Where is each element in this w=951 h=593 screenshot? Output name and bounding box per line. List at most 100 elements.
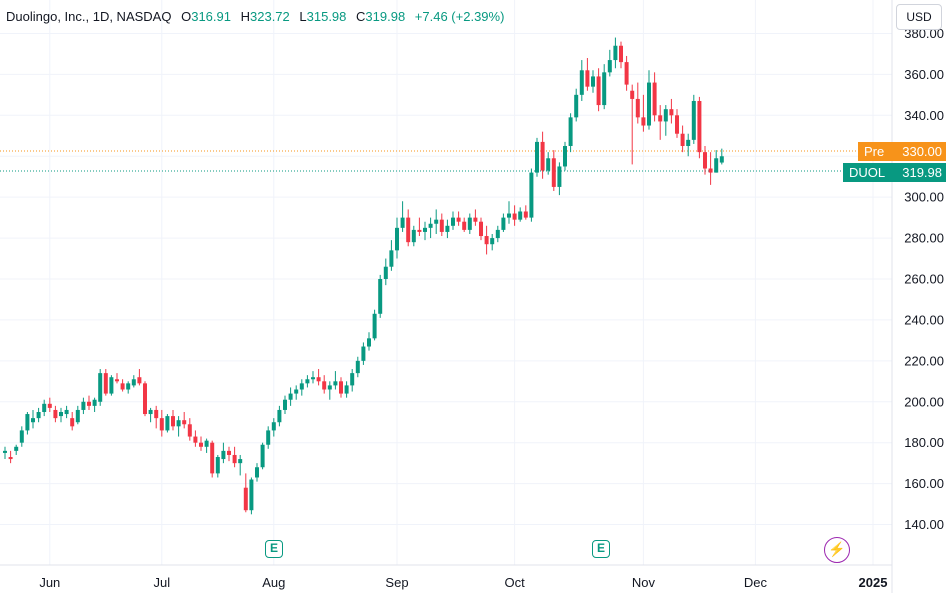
- candle-body: [109, 377, 114, 394]
- candle-body: [255, 467, 259, 478]
- candle-body: [131, 379, 136, 386]
- candle-body: [210, 442, 215, 474]
- candle-body: [546, 158, 551, 171]
- open-label: O: [181, 9, 192, 24]
- earnings-icon[interactable]: E: [592, 540, 610, 558]
- candle-body: [165, 416, 170, 431]
- candle-body: [669, 109, 674, 116]
- candle-body: [193, 436, 198, 443]
- candle-body: [652, 82, 657, 116]
- currency-button[interactable]: USD: [896, 4, 942, 30]
- price-tick-label: 200.00: [904, 394, 944, 409]
- price-tick-label: 240.00: [904, 312, 944, 327]
- candle-body: [529, 172, 534, 218]
- candle-body: [327, 385, 332, 390]
- candle-body: [171, 416, 175, 427]
- candle-body: [451, 217, 455, 226]
- candle-body: [92, 399, 97, 406]
- candle-body: [423, 227, 427, 232]
- candle-body: [260, 444, 265, 468]
- candle-body: [372, 313, 377, 339]
- change-value: +7.46 (+2.39%): [414, 9, 505, 24]
- price-tick-label: 140.00: [904, 517, 944, 532]
- candle-body: [59, 412, 63, 417]
- price-tick-label: 300.00: [904, 190, 944, 205]
- candle-body: [383, 266, 388, 279]
- candle-body: [120, 383, 125, 390]
- candle-body: [98, 373, 103, 402]
- time-tick-label: Nov: [632, 575, 656, 590]
- candle-body: [428, 223, 433, 228]
- candle-body: [8, 457, 13, 460]
- low-value: 315.98: [306, 9, 347, 24]
- candle-body: [221, 450, 226, 460]
- candle-body: [691, 100, 696, 140]
- candle-body: [283, 399, 287, 410]
- candle-body: [568, 117, 573, 146]
- earnings-icon[interactable]: E: [265, 540, 283, 558]
- high-value: 323.72: [250, 9, 290, 24]
- candle-body: [143, 383, 147, 415]
- candle-body: [266, 430, 271, 445]
- candle-body: [299, 383, 304, 390]
- candle-body: [490, 238, 495, 245]
- close-value: 319.98: [365, 9, 406, 24]
- candle-body: [630, 90, 635, 99]
- time-tick-label: Dec: [744, 575, 768, 590]
- candle-body: [512, 213, 517, 220]
- symbol-title: Duolingo, Inc., 1D, NASDAQ: [6, 9, 172, 24]
- price-scale[interactable]: 140.00 160.00 180.00 200.00 220.00 240.00 260.…: [904, 26, 944, 532]
- time-tick-label: Aug: [262, 575, 285, 590]
- candle-body: [641, 117, 646, 126]
- price-tick-label: 280.00: [904, 231, 944, 246]
- candle-body: [204, 440, 209, 447]
- candle-body: [495, 229, 500, 239]
- candle-body: [361, 346, 366, 361]
- candle-body: [389, 250, 394, 267]
- premarket-price-tag: 330.00: [892, 142, 946, 161]
- candle-body: [557, 166, 562, 187]
- candle-body: [294, 389, 299, 394]
- candle-body: [658, 115, 663, 122]
- candle-body: [619, 45, 623, 63]
- candle-body: [540, 141, 545, 171]
- candle-body: [249, 479, 254, 511]
- candle-body: [53, 409, 58, 419]
- candle-body: [523, 211, 528, 218]
- candle-body: [126, 383, 131, 390]
- candle-body: [395, 227, 399, 251]
- candle-body: [518, 211, 523, 220]
- candle-body: [417, 229, 422, 232]
- candle-body: [607, 60, 612, 73]
- candle-body: [19, 430, 24, 443]
- candle-body: [115, 379, 119, 382]
- lightning-bolt-icon[interactable]: ⚡: [824, 537, 850, 563]
- price-tick-label: 220.00: [904, 353, 944, 368]
- time-scale[interactable]: Jun Jul Aug Sep Oct Nov Dec 2025: [39, 575, 887, 590]
- grid-lines: [0, 0, 892, 565]
- high-label: H: [240, 9, 250, 24]
- candle-body: [501, 217, 506, 230]
- candle-body: [47, 403, 52, 408]
- candle-body: [703, 152, 707, 169]
- price-tick-label: 360.00: [904, 67, 944, 82]
- symbol-price-label: DUOL: [843, 163, 892, 182]
- candle-body: [25, 414, 30, 431]
- candle-body: [473, 217, 478, 222]
- candle-body: [591, 76, 595, 87]
- candle-body: [596, 76, 601, 106]
- time-tick-label: Jun: [39, 575, 60, 590]
- candle-body: [434, 219, 439, 224]
- candle-body: [439, 219, 444, 232]
- candle-body: [42, 403, 47, 412]
- price-tick-label: 160.00: [904, 476, 944, 491]
- candle-body: [675, 115, 679, 134]
- candle-body: [635, 98, 640, 118]
- candle-body: [663, 109, 668, 122]
- candle-body: [333, 381, 338, 386]
- candle-body: [714, 158, 719, 173]
- candle-body: [81, 401, 86, 410]
- candle-body: [277, 409, 282, 423]
- candle-body: [624, 62, 629, 85]
